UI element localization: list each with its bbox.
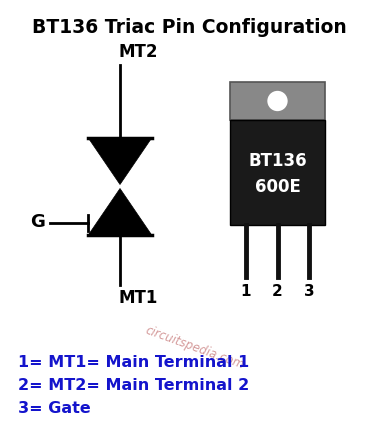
Polygon shape xyxy=(230,120,325,225)
Text: 1: 1 xyxy=(241,284,251,298)
Text: 3: 3 xyxy=(304,284,314,298)
Text: BT136 Triac Pin Configuration: BT136 Triac Pin Configuration xyxy=(31,18,346,37)
Text: BT136: BT136 xyxy=(248,151,307,170)
Text: MT1: MT1 xyxy=(118,289,158,307)
Polygon shape xyxy=(89,189,151,234)
Text: G: G xyxy=(31,213,45,231)
Text: 2= MT2= Main Terminal 2: 2= MT2= Main Terminal 2 xyxy=(18,378,249,393)
Text: 1= MT1= Main Terminal 1: 1= MT1= Main Terminal 1 xyxy=(18,355,249,370)
Text: 2: 2 xyxy=(272,284,283,298)
Text: MT2: MT2 xyxy=(118,43,158,61)
Polygon shape xyxy=(230,82,325,120)
Circle shape xyxy=(266,90,288,112)
Text: 600E: 600E xyxy=(255,178,301,195)
Text: circuitspedia.com: circuitspedia.com xyxy=(144,324,246,372)
Polygon shape xyxy=(89,139,151,184)
Text: 3= Gate: 3= Gate xyxy=(18,401,91,416)
